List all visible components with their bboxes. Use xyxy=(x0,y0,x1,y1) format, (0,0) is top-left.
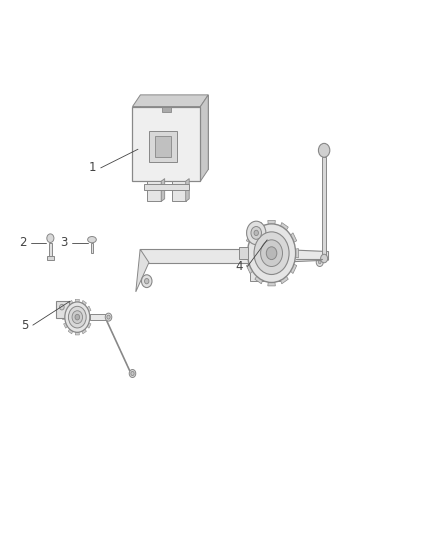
Polygon shape xyxy=(47,256,54,260)
Polygon shape xyxy=(201,95,208,181)
Bar xyxy=(239,247,248,259)
Circle shape xyxy=(75,314,80,320)
Polygon shape xyxy=(89,314,92,320)
Polygon shape xyxy=(186,179,189,201)
Polygon shape xyxy=(56,301,69,318)
Polygon shape xyxy=(132,95,208,107)
Circle shape xyxy=(254,230,258,236)
Circle shape xyxy=(129,369,136,377)
Polygon shape xyxy=(255,223,263,230)
Circle shape xyxy=(318,143,330,157)
Polygon shape xyxy=(90,314,109,320)
Circle shape xyxy=(247,224,296,282)
Polygon shape xyxy=(280,249,328,262)
Ellipse shape xyxy=(88,237,96,243)
Polygon shape xyxy=(87,306,91,312)
Circle shape xyxy=(141,274,152,287)
Text: 2: 2 xyxy=(19,236,26,249)
Circle shape xyxy=(254,232,289,274)
Circle shape xyxy=(68,306,86,328)
Circle shape xyxy=(316,258,323,266)
Circle shape xyxy=(107,315,110,319)
Polygon shape xyxy=(147,181,161,201)
Polygon shape xyxy=(63,314,65,320)
Polygon shape xyxy=(247,264,253,273)
Polygon shape xyxy=(132,107,201,181)
Polygon shape xyxy=(280,223,288,230)
Circle shape xyxy=(47,234,54,243)
Circle shape xyxy=(247,221,266,245)
Polygon shape xyxy=(268,221,276,225)
Text: 3: 3 xyxy=(60,236,68,249)
Polygon shape xyxy=(250,262,280,281)
Polygon shape xyxy=(290,233,297,243)
Polygon shape xyxy=(64,322,68,328)
Polygon shape xyxy=(155,136,171,157)
Polygon shape xyxy=(247,233,253,243)
Text: 1: 1 xyxy=(89,161,96,174)
Polygon shape xyxy=(68,301,73,305)
Circle shape xyxy=(131,372,134,375)
Polygon shape xyxy=(68,329,73,334)
Text: 5: 5 xyxy=(21,319,28,332)
Circle shape xyxy=(72,311,82,324)
Polygon shape xyxy=(136,249,149,292)
Circle shape xyxy=(261,240,283,266)
Polygon shape xyxy=(140,249,280,262)
Polygon shape xyxy=(87,322,91,328)
Polygon shape xyxy=(75,332,79,335)
Polygon shape xyxy=(149,131,177,162)
Polygon shape xyxy=(49,243,52,256)
Circle shape xyxy=(321,254,328,263)
Circle shape xyxy=(65,302,90,333)
Polygon shape xyxy=(75,300,79,303)
Circle shape xyxy=(105,313,112,321)
Polygon shape xyxy=(268,281,276,286)
Circle shape xyxy=(251,227,261,239)
Polygon shape xyxy=(290,264,297,273)
Text: 4: 4 xyxy=(236,260,243,273)
Circle shape xyxy=(318,261,321,264)
Polygon shape xyxy=(162,107,171,112)
Polygon shape xyxy=(140,95,208,169)
Polygon shape xyxy=(172,181,186,201)
Circle shape xyxy=(60,304,64,310)
Polygon shape xyxy=(295,248,298,258)
Circle shape xyxy=(266,247,277,260)
Polygon shape xyxy=(82,301,86,305)
Polygon shape xyxy=(144,184,189,190)
Polygon shape xyxy=(161,179,165,201)
Polygon shape xyxy=(322,157,326,256)
Polygon shape xyxy=(245,248,248,258)
Polygon shape xyxy=(255,276,263,284)
Polygon shape xyxy=(91,243,93,253)
Polygon shape xyxy=(64,306,68,312)
Circle shape xyxy=(145,278,149,284)
Polygon shape xyxy=(82,329,86,334)
Polygon shape xyxy=(280,276,288,284)
